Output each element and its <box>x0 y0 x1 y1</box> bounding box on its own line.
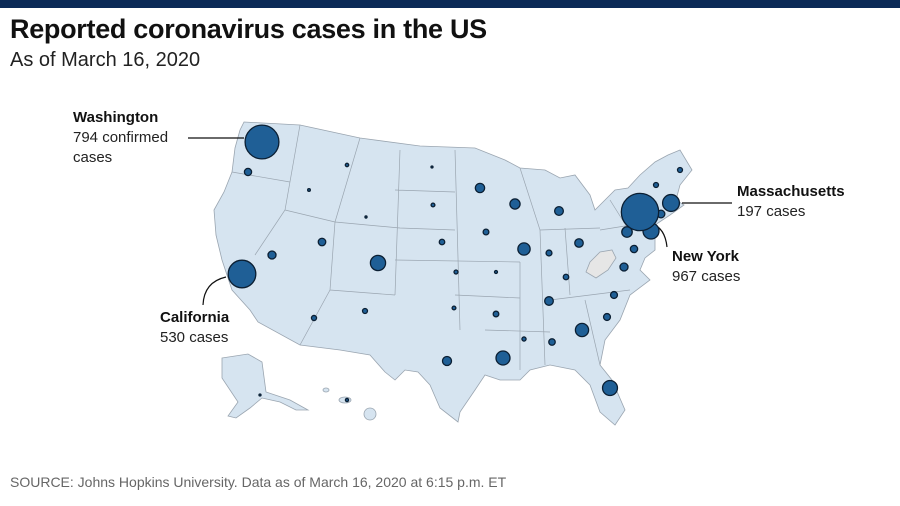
subtitle: As of March 16, 2020 <box>10 49 201 71</box>
case-bubble <box>482 228 490 236</box>
case-bubble <box>441 355 453 367</box>
top-bar <box>0 0 900 8</box>
case-bubble <box>553 205 565 217</box>
case-bubble <box>453 269 459 275</box>
case-bubble <box>430 202 436 208</box>
case-bubble <box>361 307 369 315</box>
case-bubble <box>652 181 660 189</box>
leader-line <box>202 276 227 306</box>
bubbles <box>227 124 684 403</box>
case-label: 197 cases <box>737 203 806 220</box>
callout: California 530 cases <box>160 308 270 348</box>
case-bubble <box>317 237 327 247</box>
case-bubble <box>548 338 556 346</box>
callout: Washington 794 confirmed cases <box>73 108 193 168</box>
west-virginia <box>585 249 617 279</box>
case-bubble <box>474 182 486 194</box>
case-bubble <box>227 259 257 289</box>
case-bubble <box>574 322 590 338</box>
contiguous-us <box>213 121 693 426</box>
case-bubble <box>574 238 584 248</box>
state-name: New York <box>672 248 739 265</box>
case-bubble <box>562 273 570 281</box>
case-bubble <box>430 165 434 169</box>
hawaii <box>363 407 377 421</box>
callout: Massachusetts 197 cases <box>737 182 877 222</box>
case-bubble <box>451 305 457 311</box>
case-bubble <box>492 310 500 318</box>
case-bubble <box>661 193 681 213</box>
case-bubble <box>243 167 253 177</box>
case-label: 967 cases <box>672 268 741 285</box>
case-bubble <box>609 290 619 300</box>
case-bubble <box>619 262 629 272</box>
case-bubble <box>369 254 387 272</box>
case-bubble <box>676 166 684 174</box>
alaska <box>221 353 310 419</box>
case-bubble <box>493 269 499 275</box>
source: SOURCE: Johns Hopkins University. Data a… <box>10 474 507 490</box>
case-bubble <box>438 238 446 246</box>
hawaii <box>322 387 330 393</box>
case-bubble <box>521 336 527 342</box>
case-bubble <box>344 397 350 403</box>
case-bubble <box>267 250 277 260</box>
case-bubble <box>545 249 553 257</box>
case-label: 794 confirmed cases <box>73 129 169 166</box>
case-bubble <box>544 296 554 306</box>
case-bubble <box>629 244 639 254</box>
case-bubble <box>495 350 511 366</box>
state-name: Washington <box>73 109 159 126</box>
case-bubble <box>364 215 368 219</box>
case-bubble <box>509 198 521 210</box>
case-bubble <box>310 314 318 322</box>
case-bubble <box>517 242 531 256</box>
case-label: 530 cases <box>160 329 229 346</box>
case-bubble <box>620 192 660 232</box>
case-bubble <box>602 312 612 322</box>
case-bubble <box>621 226 633 238</box>
state-name: California <box>160 309 230 326</box>
callout: New York 967 cases <box>672 247 782 287</box>
case-bubble <box>258 393 262 397</box>
state-name: Massachusetts <box>737 183 845 200</box>
case-bubble <box>307 188 311 192</box>
title: Reported coronavirus cases in the US <box>10 14 487 44</box>
case-bubble <box>244 124 280 160</box>
case-bubble <box>601 379 619 397</box>
us-shape <box>213 121 693 426</box>
case-bubble <box>344 162 350 168</box>
